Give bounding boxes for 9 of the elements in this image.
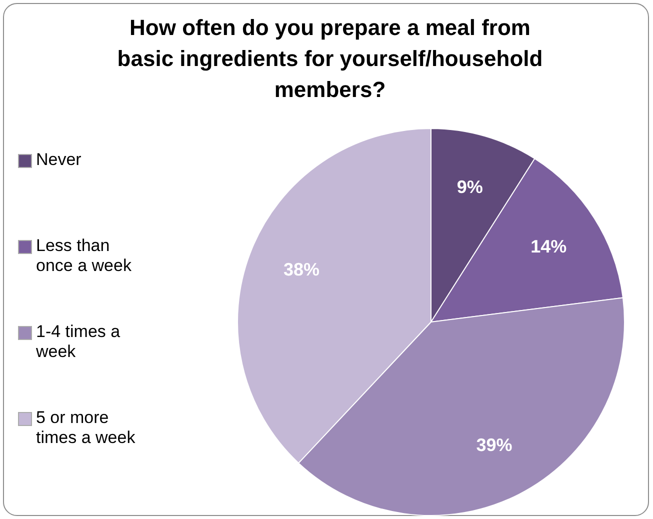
data-label: 39% bbox=[476, 435, 512, 456]
legend-label: Never bbox=[36, 150, 82, 170]
legend-label: Less than once a week bbox=[36, 236, 132, 276]
legend-label: 5 or more times a week bbox=[36, 408, 136, 448]
legend-label: 1-4 times a week bbox=[36, 322, 122, 362]
data-label: 9% bbox=[456, 177, 483, 198]
chart-title: How often do you prepare a meal from basic ingredients for yourself/household members? bbox=[116, 14, 544, 104]
data-label: 38% bbox=[283, 260, 320, 280]
data-label: 14% bbox=[530, 236, 567, 256]
